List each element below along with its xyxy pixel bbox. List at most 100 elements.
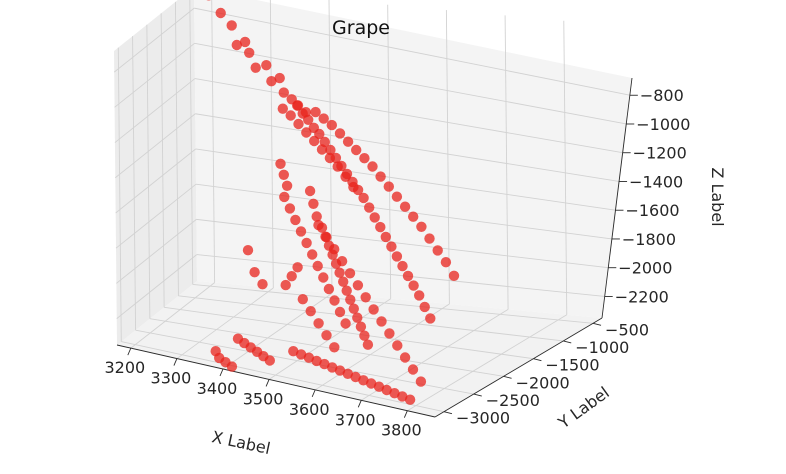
x-axis-label: X Label [210, 427, 272, 458]
scatter-point [340, 171, 351, 182]
scatter-point [391, 191, 403, 202]
scatter-point [332, 161, 343, 172]
scatter-point [215, 7, 226, 19]
scatter-point [226, 361, 238, 372]
scatter-point [311, 211, 322, 222]
scatter-point [266, 76, 277, 87]
scatter-point [324, 152, 336, 164]
floor-pane [117, 281, 602, 417]
y-tick-mark [533, 358, 542, 362]
z-grid-line [196, 218, 609, 269]
x-tick-label: 3500 [243, 389, 284, 408]
scatter-point [380, 231, 391, 243]
scatter-point [264, 355, 275, 366]
scatter-point [341, 285, 352, 296]
scatter-point [419, 301, 430, 313]
y-tick-mark [473, 393, 482, 397]
scatter-point [359, 330, 370, 341]
scatter-point [309, 135, 320, 147]
scatter-point [342, 368, 353, 379]
scatter-point [323, 283, 335, 295]
scatter-point [318, 113, 329, 124]
x-tick-label: 3600 [289, 400, 330, 419]
scatter-point [399, 201, 411, 212]
x-tick-mark [265, 379, 270, 387]
y-tick-mark [563, 340, 572, 344]
scatter-point [304, 185, 316, 197]
scatter-point [368, 304, 379, 315]
z-grid-line [194, 78, 623, 154]
scatter-point [334, 306, 346, 318]
scatter-point [293, 118, 304, 130]
scatter-point [415, 376, 427, 387]
scatter-point [352, 280, 364, 291]
x-grid-line-wall [504, 15, 509, 310]
scatter-point [285, 110, 296, 121]
x-tick-label: 3700 [335, 410, 376, 429]
y-grid-line [164, 306, 534, 360]
x-tick-mark [219, 368, 224, 377]
scatter-point [327, 362, 338, 373]
scatter-point [288, 346, 299, 357]
y-grid-line-wall [174, 1, 179, 296]
scatter-point [350, 371, 361, 383]
y-grid-line-wall [189, 0, 194, 285]
scatter-point [275, 158, 286, 169]
x-tick-mark [311, 389, 316, 398]
scatter-point [391, 251, 403, 262]
y-tick-mark [592, 322, 602, 326]
y-tick-mark [503, 375, 512, 379]
z-axis-line [601, 77, 633, 319]
y-grid-line-wall [146, 24, 151, 319]
scatter-point [313, 318, 324, 329]
scatter-point [364, 202, 375, 213]
z-grid-line [194, 42, 627, 125]
z-grid-line [194, 7, 630, 96]
scatter-point [360, 292, 371, 303]
x-tick-label: 3800 [381, 421, 422, 440]
scatter-point [334, 128, 346, 139]
scatter-point [334, 267, 345, 278]
z-grid-line-wall [115, 148, 196, 214]
scatter-point [432, 245, 443, 256]
z-tick-label: −2000 [618, 259, 672, 278]
scatter-point [311, 355, 322, 367]
y-tick-label: −2500 [486, 391, 540, 410]
x-tick-mark [357, 400, 362, 408]
scatter-point [342, 136, 354, 147]
scatter-point [277, 103, 288, 114]
scatter-point [351, 144, 362, 156]
scatter-point [226, 20, 237, 31]
scatter-point [319, 358, 330, 370]
scatter-point [416, 221, 427, 232]
scatter-point [300, 107, 312, 118]
scatter-point [402, 270, 414, 282]
scatter-point [286, 271, 297, 282]
z-grid-line [196, 254, 605, 297]
scatter-point [318, 272, 329, 283]
scatter-point [348, 181, 359, 193]
x-grid-line [407, 314, 568, 412]
scatter-point [338, 276, 349, 287]
scatter-point [301, 237, 312, 249]
scatter-point [399, 352, 411, 363]
scatter-point [278, 87, 289, 98]
scatter-point [292, 100, 304, 111]
scatter-point [307, 249, 318, 260]
scatter-point [274, 72, 285, 84]
scatter-point [261, 59, 272, 71]
z-grid-line-wall [114, 42, 195, 108]
scatter-point [397, 260, 408, 272]
axis-lines [116, 77, 638, 418]
scatter-point [359, 153, 370, 164]
z-grid-line-wall [115, 113, 196, 179]
scatter-point [231, 39, 242, 51]
z-tick-label: −2200 [615, 287, 669, 306]
x-tick-mark [403, 410, 408, 418]
y-grid-line-wall [160, 13, 165, 308]
x-tick-label: 3200 [104, 358, 145, 377]
x-grid-line [130, 282, 215, 349]
scatter-point [321, 330, 332, 341]
